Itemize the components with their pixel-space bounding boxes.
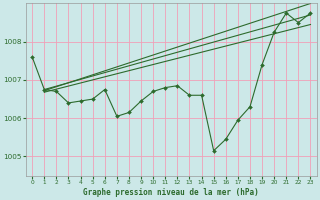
X-axis label: Graphe pression niveau de la mer (hPa): Graphe pression niveau de la mer (hPa) [84,188,259,197]
